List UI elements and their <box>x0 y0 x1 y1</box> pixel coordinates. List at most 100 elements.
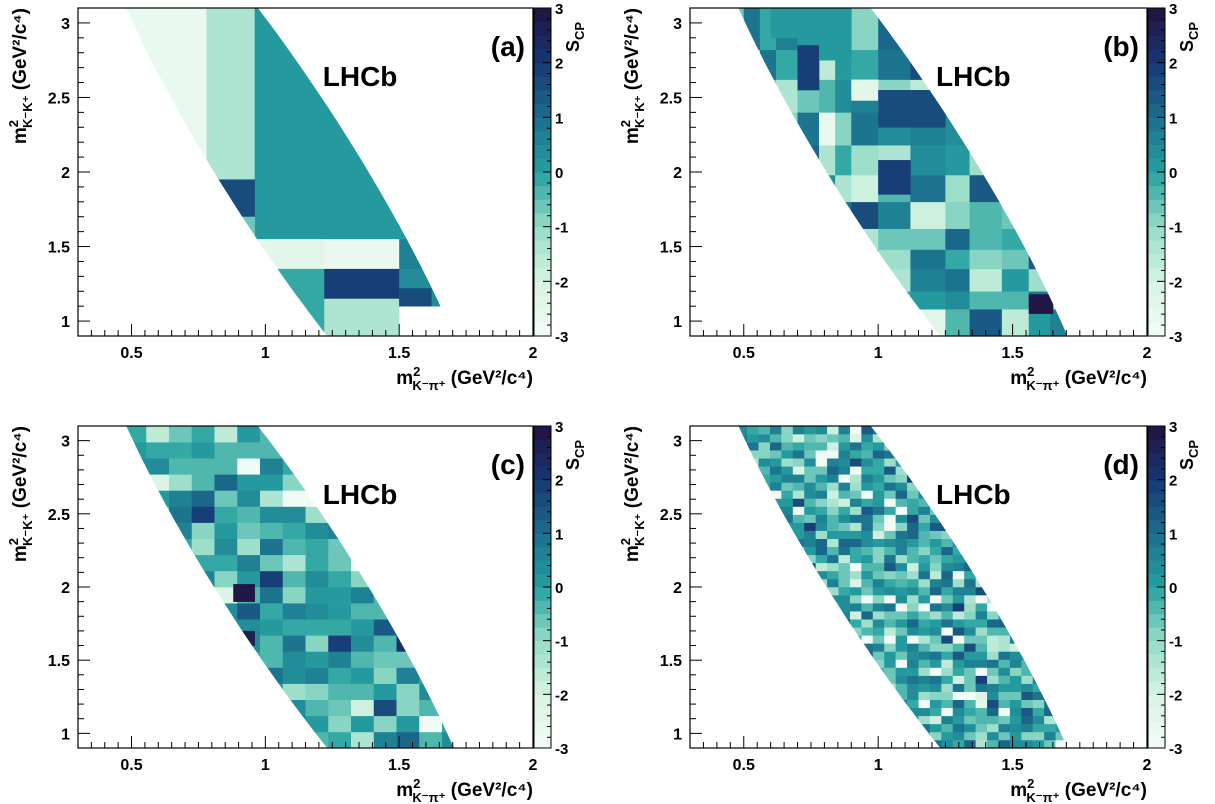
heatmap-cell <box>373 603 397 620</box>
heatmap-cell <box>884 450 896 459</box>
heatmap-cell <box>827 651 839 660</box>
heatmap-cell <box>1050 249 1073 270</box>
colorbar-swatch <box>534 76 551 91</box>
heatmap-cell <box>884 715 896 725</box>
heatmap-cell <box>769 707 782 717</box>
heatmap-cell <box>100 538 124 556</box>
colorbar-tick-label: 1 <box>1169 110 1177 127</box>
heatmap-cell <box>1009 611 1022 620</box>
heatmap-cell <box>907 699 919 709</box>
heatmap-cell <box>998 450 1011 459</box>
heatmap-cell <box>1067 595 1079 604</box>
heatmap-cell <box>1136 563 1148 571</box>
heatmap-cell <box>792 490 805 499</box>
colorbar-swatch <box>534 640 551 655</box>
heatmap-cell <box>1136 627 1148 635</box>
heatmap-cell <box>758 450 771 459</box>
heatmap-cell <box>969 249 1003 270</box>
heatmap-cell <box>169 522 193 539</box>
heatmap-cell <box>1009 715 1022 725</box>
heatmap-cell <box>759 228 777 250</box>
heatmap-cell <box>1101 595 1113 603</box>
heatmap-cell <box>781 514 794 523</box>
heatmap-cell <box>305 603 329 620</box>
heatmap-cell <box>724 587 736 596</box>
heatmap-cell <box>1021 699 1034 709</box>
heatmap-cell <box>702 603 714 612</box>
heatmap-cell <box>945 112 970 146</box>
heatmap-cell <box>702 699 714 709</box>
colorbar-swatch <box>1148 573 1165 588</box>
heatmap-cell <box>1055 627 1068 636</box>
heatmap-cell <box>1021 651 1034 660</box>
heatmap-cell <box>1071 201 1094 229</box>
heatmap-cell <box>214 667 238 684</box>
heatmap-cell <box>690 474 702 482</box>
heatmap-cell <box>998 562 1011 572</box>
heatmap-cell <box>1044 715 1056 725</box>
heatmap-cell <box>1021 450 1034 459</box>
heatmap-cell <box>1089 522 1097 531</box>
heatmap-cell <box>998 522 1011 531</box>
heatmap-cell <box>328 426 352 443</box>
heatmap-cell <box>941 603 954 612</box>
heatmap-cell <box>191 715 215 733</box>
heatmap-cell <box>1044 570 1056 580</box>
heatmap-cell <box>804 715 816 725</box>
colorbar-swatch <box>534 519 551 534</box>
heatmap-cell <box>1050 145 1073 176</box>
heatmap-cell <box>690 740 702 748</box>
heatmap-cell <box>861 635 874 644</box>
heatmap-cell <box>260 442 284 459</box>
heatmap-cell <box>1067 739 1079 749</box>
heatmap-cell <box>987 619 999 628</box>
heatmap-cell <box>918 554 931 564</box>
heatmap-cell <box>769 691 782 700</box>
heatmap-cell <box>838 482 851 491</box>
heatmap-cell <box>100 570 124 588</box>
colorbar-swatch <box>534 281 551 296</box>
heatmap-cell <box>895 538 908 548</box>
heatmap-cell <box>1055 538 1068 548</box>
heatmap-cell <box>1113 563 1125 571</box>
heatmap-cell <box>895 458 908 467</box>
colorbar-swatch <box>534 254 551 269</box>
heatmap-cell <box>747 490 759 499</box>
heatmap-cell <box>146 506 170 523</box>
heatmap-cell <box>769 546 782 556</box>
heatmap-cell <box>987 466 999 475</box>
heatmap-cell <box>918 458 931 467</box>
heatmap-cell <box>747 667 759 676</box>
heatmap-cell <box>895 603 908 612</box>
colorbar-swatch <box>1148 439 1165 454</box>
heatmap-cell <box>1113 627 1125 635</box>
heatmap-cell <box>929 546 942 556</box>
colorbar-swatch <box>1148 8 1165 23</box>
heatmap-cell <box>1055 570 1068 580</box>
heatmap-cell <box>907 434 919 443</box>
heatmap-cell <box>1089 651 1097 660</box>
heatmap-cell <box>918 570 931 580</box>
heatmap-cell <box>123 554 147 572</box>
heatmap-cell <box>952 683 965 692</box>
x-tick-label: 1.5 <box>388 757 410 774</box>
heatmap-cell <box>214 683 238 700</box>
heatmap-cell <box>743 112 761 146</box>
heatmap-cell <box>987 739 999 749</box>
colorbar-tick-label: -2 <box>555 687 568 704</box>
heatmap-cell <box>907 659 919 668</box>
heatmap-cell <box>396 538 420 556</box>
heatmap-cell <box>464 731 484 749</box>
heatmap-cell <box>769 442 782 451</box>
heatmap-cell <box>1101 563 1113 571</box>
heatmap-cell <box>1113 659 1125 667</box>
heatmap-cell <box>510 635 533 651</box>
y-axis-label: m2K⁻K⁺ (GeV²/c⁴) <box>6 426 35 562</box>
heatmap-cell <box>1044 554 1056 564</box>
heatmap-cell <box>214 538 238 556</box>
heatmap-cell <box>1001 174 1030 203</box>
heatmap-cell <box>100 667 124 684</box>
heatmap-cell <box>1113 708 1125 716</box>
heatmap-cell <box>1101 627 1113 635</box>
